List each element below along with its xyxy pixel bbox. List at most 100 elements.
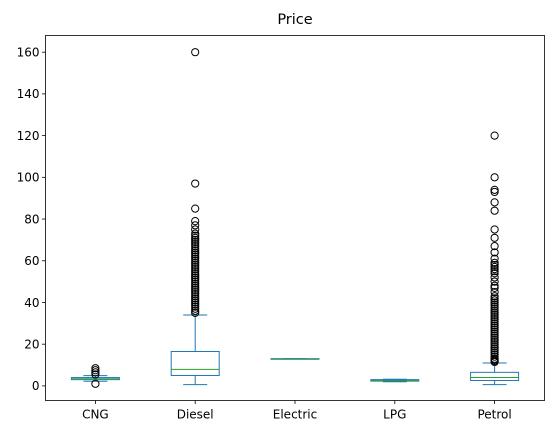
outlier-point — [490, 258, 499, 267]
outlier-point — [191, 248, 200, 257]
box-group-diesel — [170, 48, 220, 386]
outlier-point — [490, 310, 499, 320]
outlier-point — [191, 262, 200, 272]
outlier-point — [191, 225, 200, 234]
box-group-cng — [70, 364, 120, 388]
outlier-point — [490, 346, 499, 355]
outlier-point — [490, 302, 499, 311]
outlier-point — [490, 331, 499, 340]
y-tick-label: 20 — [24, 337, 39, 351]
y-tick-label: 60 — [24, 254, 39, 268]
outlier-point — [191, 300, 200, 309]
outlier-point — [191, 298, 200, 307]
outlier-point — [191, 252, 200, 261]
outlier-point — [191, 292, 200, 301]
outlier-point — [191, 204, 200, 213]
outlier-point — [490, 283, 499, 292]
outlier-point — [191, 306, 200, 315]
outlier-point — [191, 271, 200, 280]
outlier-point — [490, 333, 499, 343]
x-tick-label: Petrol — [477, 408, 511, 422]
outlier-point — [490, 308, 499, 317]
outlier-point — [490, 335, 499, 345]
outlier-point — [191, 250, 200, 259]
y-tick-label: 100 — [17, 171, 40, 185]
outlier-point — [490, 131, 499, 140]
outlier-point — [490, 254, 499, 263]
outlier-point — [490, 304, 499, 313]
y-tick-label: 80 — [24, 212, 39, 226]
outlier-point — [191, 217, 200, 226]
outlier-point — [191, 275, 200, 284]
outlier-point — [490, 317, 499, 326]
outlier-point — [490, 267, 499, 276]
outlier-point — [490, 287, 499, 297]
outlier-point — [191, 296, 200, 305]
outlier-point — [490, 198, 499, 207]
outlier-point — [191, 265, 200, 274]
outlier-point — [191, 258, 200, 267]
y-axis: 0 20 40 60 80 100 120 140 160 — [17, 45, 46, 393]
outlier-point — [191, 281, 200, 290]
x-tick-label: Electric — [273, 408, 317, 422]
outlier-point — [191, 302, 200, 311]
outlier-point — [490, 344, 499, 353]
outlier-point — [91, 379, 100, 388]
outlier-point — [490, 281, 499, 290]
outlier-point — [490, 292, 499, 301]
outlier-point — [490, 242, 499, 251]
x-axis: CNG Diesel Electric LPG Petrol — [82, 400, 512, 422]
outlier-point — [191, 254, 200, 263]
box-group-petrol — [470, 131, 520, 386]
outlier-point — [191, 279, 200, 288]
outlier-point — [91, 366, 100, 375]
outlier-point — [191, 235, 200, 244]
outlier-point — [490, 277, 499, 286]
x-tick-label: LPG — [383, 408, 406, 422]
outlier-point — [490, 273, 499, 282]
outlier-point — [191, 267, 200, 276]
outlier-point — [191, 246, 200, 255]
axes-frame — [45, 35, 545, 401]
x-tick-label: CNG — [82, 408, 109, 422]
box-iqr — [170, 350, 220, 376]
outlier-point — [490, 225, 499, 234]
plot-area — [70, 48, 520, 388]
outlier-point — [490, 233, 499, 242]
outlier-point — [490, 260, 499, 270]
outlier-point — [490, 329, 499, 338]
outlier-point — [191, 233, 200, 242]
outlier-point — [490, 342, 499, 351]
y-tick-label: 140 — [17, 87, 40, 101]
outlier-point — [91, 364, 100, 373]
box-group-electric — [270, 358, 320, 360]
outlier-point — [191, 304, 200, 313]
x-tick-label: Diesel — [177, 408, 214, 422]
y-tick-label: 0 — [32, 379, 40, 393]
outlier-point — [191, 221, 200, 230]
outlier-point — [490, 262, 499, 272]
outlier-point — [490, 348, 499, 357]
outlier-point — [490, 354, 499, 363]
outlier-point — [490, 323, 499, 332]
outlier-point — [191, 229, 200, 238]
outlier-point — [490, 173, 499, 182]
outlier-point — [490, 319, 499, 328]
box-group-lpg — [370, 378, 420, 383]
outlier-point — [191, 239, 200, 249]
outlier-point — [91, 368, 100, 377]
outlier-point — [490, 296, 499, 305]
outlier-point — [490, 265, 499, 274]
outlier-point — [490, 185, 499, 194]
outlier-point — [490, 206, 499, 215]
outlier-point — [191, 260, 200, 270]
outlier-point — [191, 294, 200, 303]
outlier-point — [191, 242, 200, 251]
outlier-point — [191, 273, 200, 282]
outlier-point — [490, 300, 499, 309]
y-tick-label: 160 — [17, 45, 40, 59]
outlier-point — [490, 325, 499, 334]
outlier-point — [490, 298, 499, 307]
outlier-point — [490, 187, 499, 197]
